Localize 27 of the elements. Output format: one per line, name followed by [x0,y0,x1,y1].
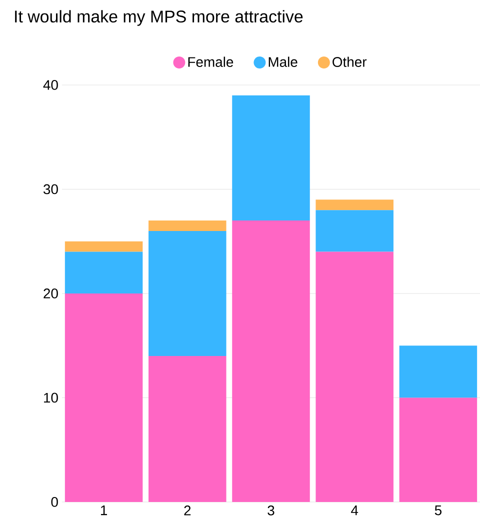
legend-label: Other [332,56,367,67]
bar [148,356,226,502]
bar [232,220,310,502]
x-tick-label: 4 [351,506,358,516]
y-tick-label: 40 [43,80,58,90]
x-tick-label: 5 [434,506,442,516]
bar [232,95,310,221]
y-tick-label: 0 [51,497,58,507]
bar [148,220,226,231]
y-tick-label: 30 [43,184,58,194]
x-tick-label: 2 [184,506,191,516]
bar [316,252,394,502]
bar [64,241,143,252]
legend-label: Female [188,56,234,67]
bar [64,252,143,294]
bar [399,346,478,398]
bar [148,230,226,356]
bar [316,200,394,210]
y-tick-label: 10 [44,392,58,403]
y-tick-label: 20 [44,288,58,298]
chart-title: It would make my MPS more attractive [15,10,303,26]
legend-label: Male [268,56,298,67]
bar [64,293,143,502]
bar [316,210,394,252]
bar [399,398,478,502]
x-tick-label: 1 [100,506,107,516]
x-tick-label: 3 [268,506,274,516]
